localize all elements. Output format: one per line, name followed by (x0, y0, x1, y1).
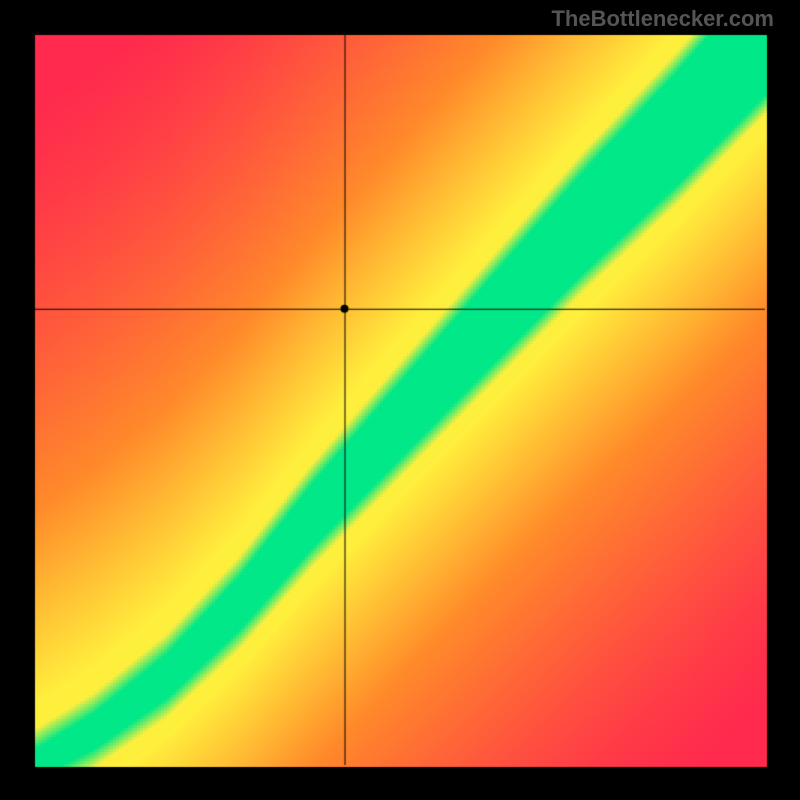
chart-container: TheBottlenecker.com (0, 0, 800, 800)
watermark-text: TheBottlenecker.com (551, 6, 774, 32)
bottleneck-heatmap (0, 0, 800, 800)
